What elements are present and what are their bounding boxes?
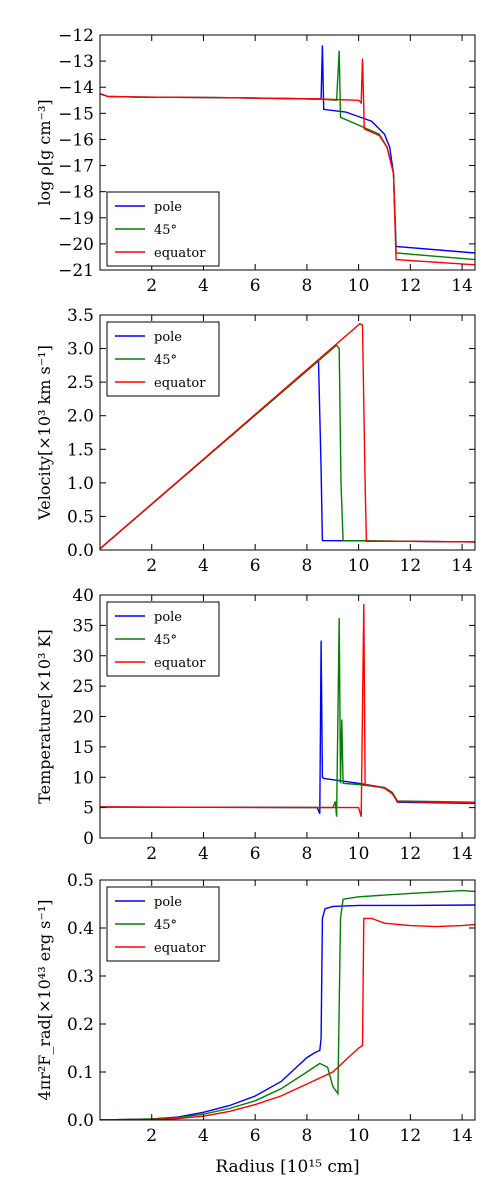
y-tick-label: 3.0 [67,340,94,360]
y-tick-label: 20 [72,708,94,728]
y-axis-label: Temperature[×10³ K] [35,629,54,804]
series-line-45deg [100,889,475,1120]
y-tick-label: 0.0 [67,1111,94,1131]
x-tick-label: 8 [301,276,312,296]
x-tick-label: 12 [400,844,422,864]
legend-label-pole: pole [154,895,182,910]
x-tick-label: 2 [146,556,157,576]
y-tick-label: −16 [58,130,94,150]
y-tick-label: 0.5 [67,871,94,891]
y-tick-label: 1.5 [67,440,94,460]
y-tick-label: 2.0 [67,407,94,427]
y-tick-label: 5 [83,799,94,819]
y-axis-label: log ρ[g cm⁻³] [35,99,54,205]
y-tick-label: 3.5 [67,306,94,326]
x-tick-label: 14 [451,844,473,864]
y-axis-label: 4πr²F_rad[×10⁴³ erg s⁻¹] [35,900,54,1101]
x-tick-label: 6 [250,556,261,576]
legend-label-pole: pole [154,200,182,215]
x-tick-label: 4 [198,556,209,576]
x-tick-label: 10 [348,276,370,296]
y-tick-label: 0.1 [67,1063,94,1083]
series-line-equator [100,322,475,550]
x-tick-label: 6 [250,1126,261,1146]
x-tick-label: 10 [348,1126,370,1146]
x-tick-label: 4 [198,844,209,864]
legend-label-pole: pole [154,330,182,345]
chart-panel-1: −12 −13 −14 −15 −16 −17 −18 −19 −20 −21 2 4 6 8 10 12 14… [35,26,476,296]
y-tick-label: 35 [72,616,94,636]
legend-label-equator: equator [154,246,206,261]
x-tick-label: 8 [301,844,312,864]
x-tick-label: 8 [301,556,312,576]
x-tick-label: 8 [301,1126,312,1146]
y-tick-label: −19 [58,209,94,229]
axes-frame [99,34,476,271]
x-tick-label: 2 [146,844,157,864]
x-tick-label: 2 [146,1126,157,1146]
axes-frame [99,879,476,1121]
legend-label-45deg: 45° [154,633,177,648]
chart-panel-3: 0 5 10 15 20 25 30 35 40 2 4 6 8 10 12 14 Temperature[×1… [35,586,476,864]
legend-label-equator: equator [154,941,206,956]
y-tick-label: −18 [58,183,94,203]
legend: pole 45° equator [106,886,220,962]
axes-frame [99,314,476,551]
y-tick-label: −12 [58,26,94,46]
legend: pole 45° equator [106,191,220,267]
y-tick-label: 1.0 [67,474,94,494]
y-tick-label: −14 [58,78,94,98]
x-tick-label: 4 [198,1126,209,1146]
x-tick-label: 12 [400,556,422,576]
x-tick-label: 14 [451,276,473,296]
series-line-equator [100,58,475,266]
x-tick-label: 12 [400,276,422,296]
y-tick-label: −21 [58,261,94,281]
y-tick-label: 25 [72,677,94,697]
series-line-45deg [100,618,475,817]
y-axis-label: Velocity[×10³ km s⁻¹] [35,345,54,521]
y-tick-label: −20 [58,235,94,255]
x-tick-label: 10 [348,556,370,576]
legend-label-45deg: 45° [154,918,177,933]
y-tick-label: −17 [58,157,94,177]
y-tick-label: 0.2 [67,1015,94,1035]
series-line-equator [100,604,475,817]
legend-label-45deg: 45° [154,223,177,238]
y-tick-label: 0 [83,829,94,849]
chart-panel-2: 0.0 0.5 1.0 1.5 2.0 2.5 3.0 3.5 2 4 6 8 10 12 14 Veloci… [35,306,476,576]
y-tick-label: 0.4 [67,919,94,939]
x-tick-label: 14 [451,556,473,576]
y-tick-label: 15 [72,738,94,758]
x-tick-label: 10 [348,844,370,864]
legend-label-pole: pole [154,610,182,625]
y-tick-label: 0.3 [67,967,94,987]
y-tick-label: 2.5 [67,373,94,393]
series-line-pole [100,904,475,1120]
y-tick-label: −13 [58,52,94,72]
y-tick-label: 0.0 [67,541,94,561]
x-axis-label: Radius [10¹⁵ cm] [215,1157,359,1177]
x-tick-label: 12 [400,1126,422,1146]
y-tick-label: 10 [72,768,94,788]
legend-label-equator: equator [154,656,206,671]
y-tick-label: 40 [72,586,94,606]
x-tick-label: 4 [198,276,209,296]
x-tick-label: 6 [250,844,261,864]
y-tick-label: −15 [58,104,94,124]
y-tick-label: 0.5 [67,507,94,527]
x-tick-label: 2 [146,276,157,296]
legend-label-45deg: 45° [154,353,177,368]
legend-label-equator: equator [154,376,206,391]
x-tick-label: 14 [451,1126,473,1146]
legend: pole 45° equator [106,321,220,397]
chart-panel-4: 0.0 0.1 0.2 0.3 0.4 0.5 2 4 6 8 10 12 14 4πr²F_rad[×1… [35,871,476,1146]
x-tick-label: 6 [250,276,261,296]
y-tick-label: 30 [72,647,94,667]
legend: pole 45° equator [106,601,220,677]
